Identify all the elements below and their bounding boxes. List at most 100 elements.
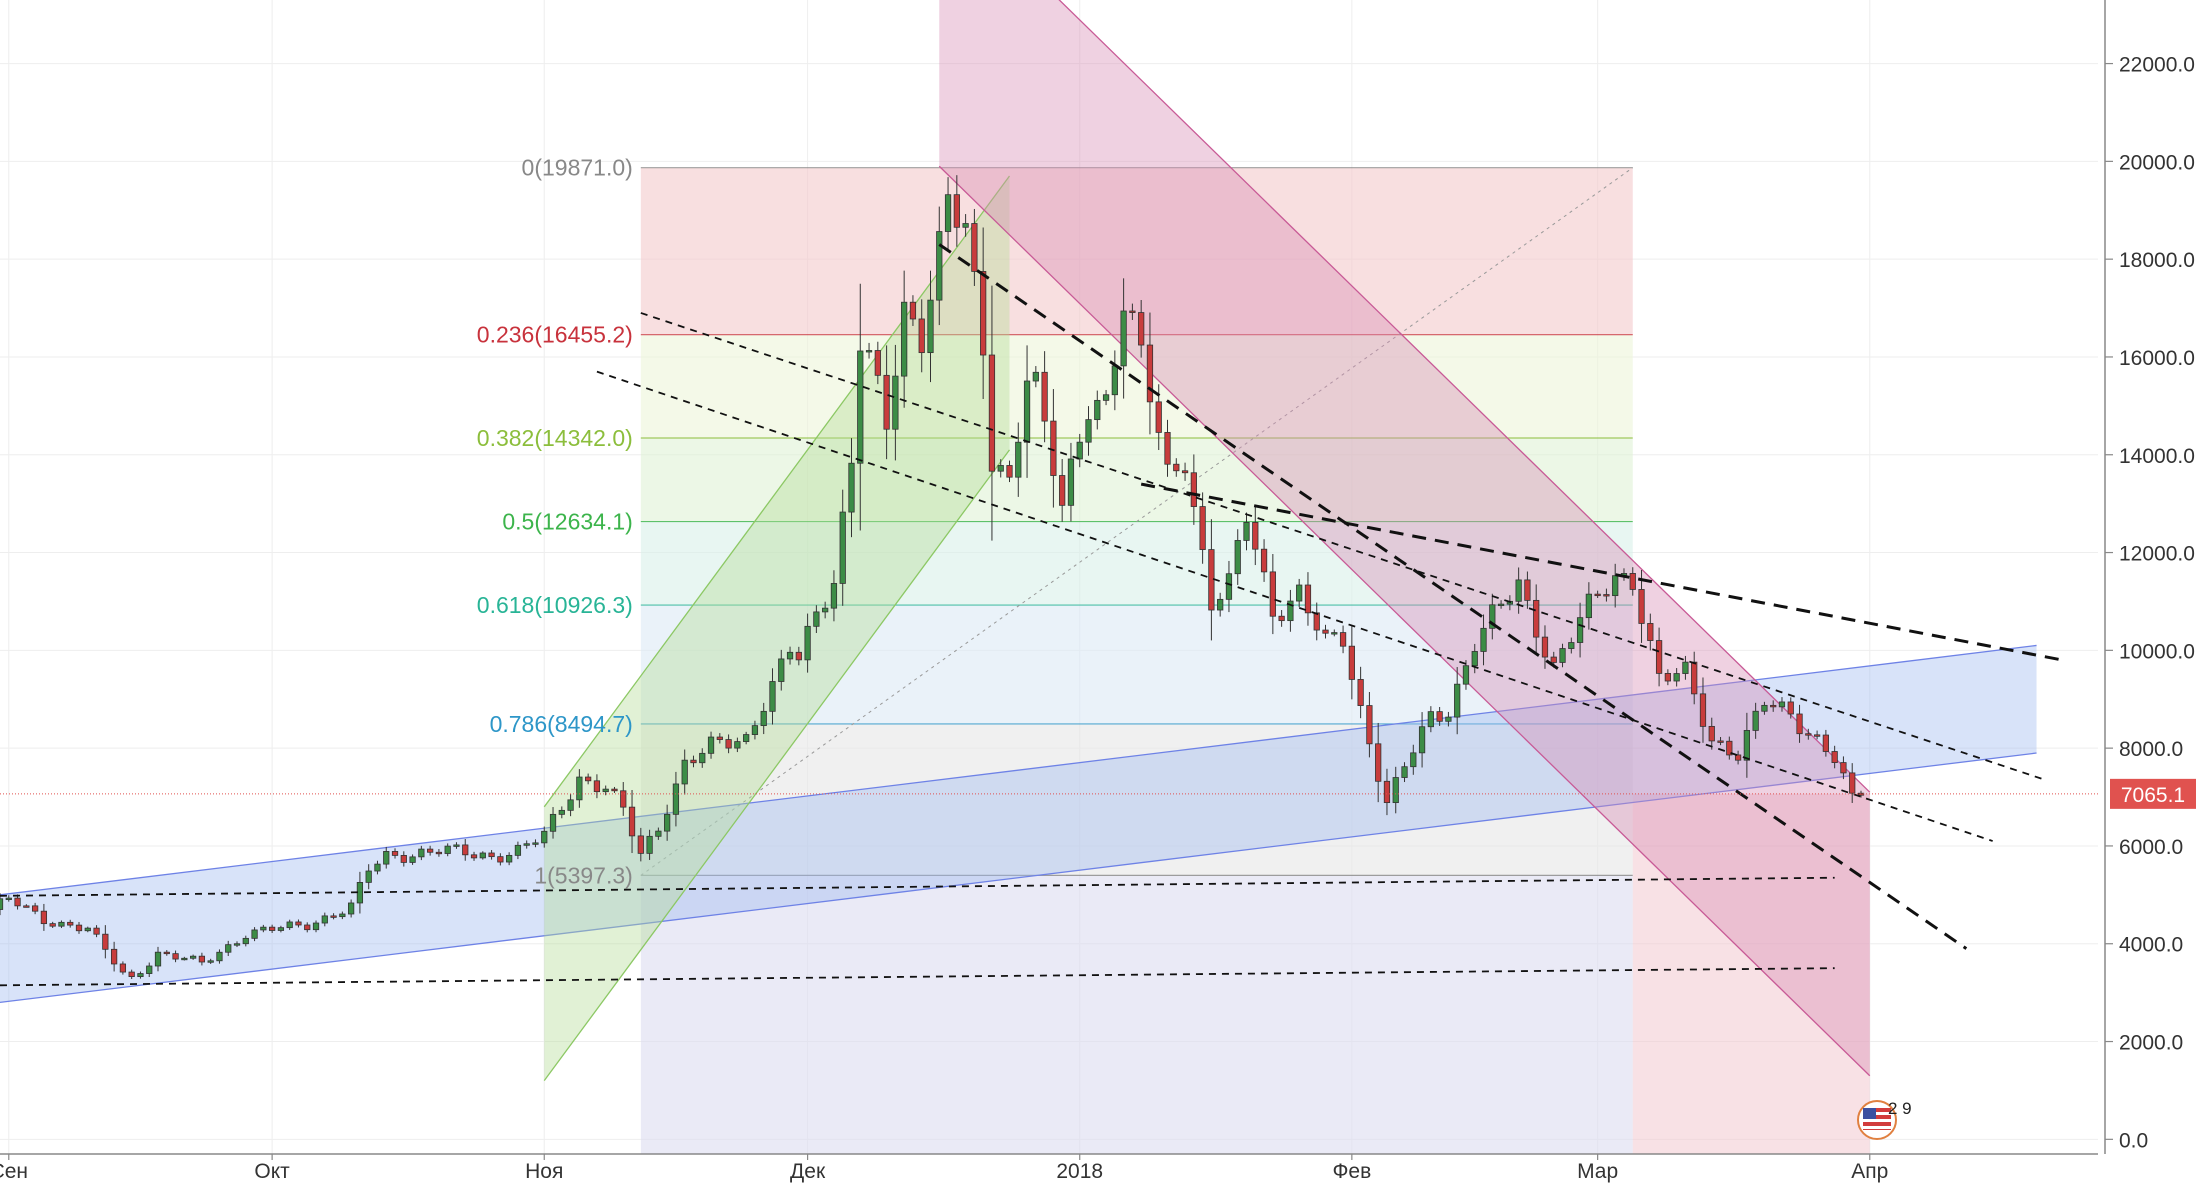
candle-body	[277, 927, 285, 931]
candle-body	[49, 923, 56, 927]
x-tick-label: Окт	[254, 1160, 290, 1183]
time-axis[interactable]: Сен Окт Ноя Дек 2018 Фев Мар Апр	[0, 1153, 2098, 1183]
x-tick-label: Сен	[0, 1160, 28, 1183]
candle-body	[128, 971, 135, 977]
fib-zone	[640, 334, 1633, 439]
fib-zone	[640, 875, 1633, 1154]
candle-body	[681, 759, 688, 785]
candle-body	[1849, 772, 1856, 794]
candle-body	[1568, 642, 1575, 649]
candle-body	[1076, 441, 1083, 460]
candle-body	[532, 842, 539, 845]
candle-body	[1708, 725, 1715, 742]
candle-body	[110, 948, 118, 965]
dashed-trend-line	[1140, 482, 2064, 662]
candle-body	[1296, 584, 1303, 602]
green-channel-edge	[543, 175, 1011, 808]
pink-channel-edge	[1058, 0, 1871, 793]
candle-body	[102, 933, 109, 950]
trend-lines[interactable]	[0, 243, 2098, 987]
fib-label: 0(19871.0)	[522, 155, 633, 181]
candle-body	[786, 651, 794, 660]
last-price-label: 7065.1	[2121, 784, 2185, 807]
candle-body	[444, 845, 451, 854]
candle-body	[321, 915, 328, 924]
candle-body	[1006, 465, 1013, 478]
candle-body	[1647, 623, 1654, 641]
candle-body	[1831, 751, 1838, 763]
price-axis[interactable]: 0.0 2000.0 4000.0 6000.0 8000.0 10000.0 12000.…	[2104, 0, 2196, 1154]
y-tick-label: 16000.0	[2119, 347, 2195, 370]
candle-body	[1840, 762, 1847, 774]
candle-body	[1304, 584, 1312, 614]
fib-retracement[interactable]	[640, 167, 1870, 1154]
candle-body	[330, 915, 337, 918]
candle-body	[198, 955, 206, 963]
candle-body	[470, 854, 478, 859]
candle-body	[576, 776, 583, 801]
events-badge[interactable]: 2 9	[1857, 1099, 1912, 1140]
candle-body	[1638, 589, 1645, 624]
candle-body	[181, 957, 188, 961]
fib-zone	[640, 605, 1633, 724]
candle-body	[822, 607, 829, 613]
candle-body	[1348, 645, 1355, 680]
fib-label: 0.786(8494.7)	[490, 711, 633, 737]
candle-body	[1550, 656, 1557, 663]
y-tick-label: 4000.0	[2119, 934, 2183, 957]
candle-body	[1094, 399, 1101, 421]
candle-body	[1576, 617, 1584, 643]
candle-body	[14, 897, 21, 907]
candle-body	[260, 926, 267, 931]
candle-body	[1181, 470, 1189, 474]
candle-body	[190, 955, 197, 959]
candle-body	[1313, 612, 1320, 631]
fib-label: 0.382(14342.0)	[477, 425, 633, 451]
candle-body	[1234, 540, 1241, 575]
candle-body	[585, 776, 592, 782]
candle-body	[1392, 777, 1399, 804]
candle-body	[1190, 472, 1197, 507]
dashed-trend-line	[596, 370, 1993, 842]
candle-body	[119, 963, 127, 973]
candle-body	[971, 223, 978, 272]
y-tick-label: 12000.0	[2119, 543, 2195, 566]
candle-body	[620, 790, 627, 808]
candle-body	[1225, 573, 1233, 600]
candle-body	[497, 856, 504, 863]
y-tick-label: 0.0	[2119, 1129, 2148, 1152]
candle-body	[348, 902, 355, 915]
candle-body	[1594, 593, 1601, 597]
candle-body	[1752, 710, 1759, 731]
candle-body	[1155, 401, 1162, 433]
candle-body	[1357, 679, 1364, 706]
candle-body	[1691, 661, 1698, 695]
below-price-zone	[1632, 793, 1870, 1154]
candle-body	[892, 375, 899, 430]
candle-body	[40, 910, 48, 925]
candle-body	[506, 854, 513, 863]
candle-body	[901, 301, 908, 377]
candle-body	[1822, 734, 1829, 752]
candle-body	[1787, 701, 1794, 715]
candle-body	[628, 806, 636, 837]
candle-body	[1331, 632, 1338, 635]
candle-body	[435, 851, 443, 855]
candle-body	[1480, 627, 1487, 652]
fib-label: 0.5(12634.1)	[502, 509, 632, 535]
candle-body	[67, 921, 74, 926]
candle-body	[699, 752, 706, 764]
y-tick-label: 6000.0	[2119, 836, 2183, 859]
y-tick-label: 8000.0	[2119, 738, 2183, 761]
candle-body	[690, 759, 697, 764]
candle-body	[479, 852, 486, 859]
candle-body	[1339, 632, 1347, 647]
candle-body	[137, 973, 144, 977]
candle-body	[1085, 419, 1092, 443]
candle-body	[936, 231, 943, 301]
blue-channel-edge	[0, 752, 2037, 1004]
candle-body	[865, 350, 873, 353]
y-tick-label: 14000.0	[2119, 445, 2195, 468]
candle-body	[286, 921, 293, 929]
